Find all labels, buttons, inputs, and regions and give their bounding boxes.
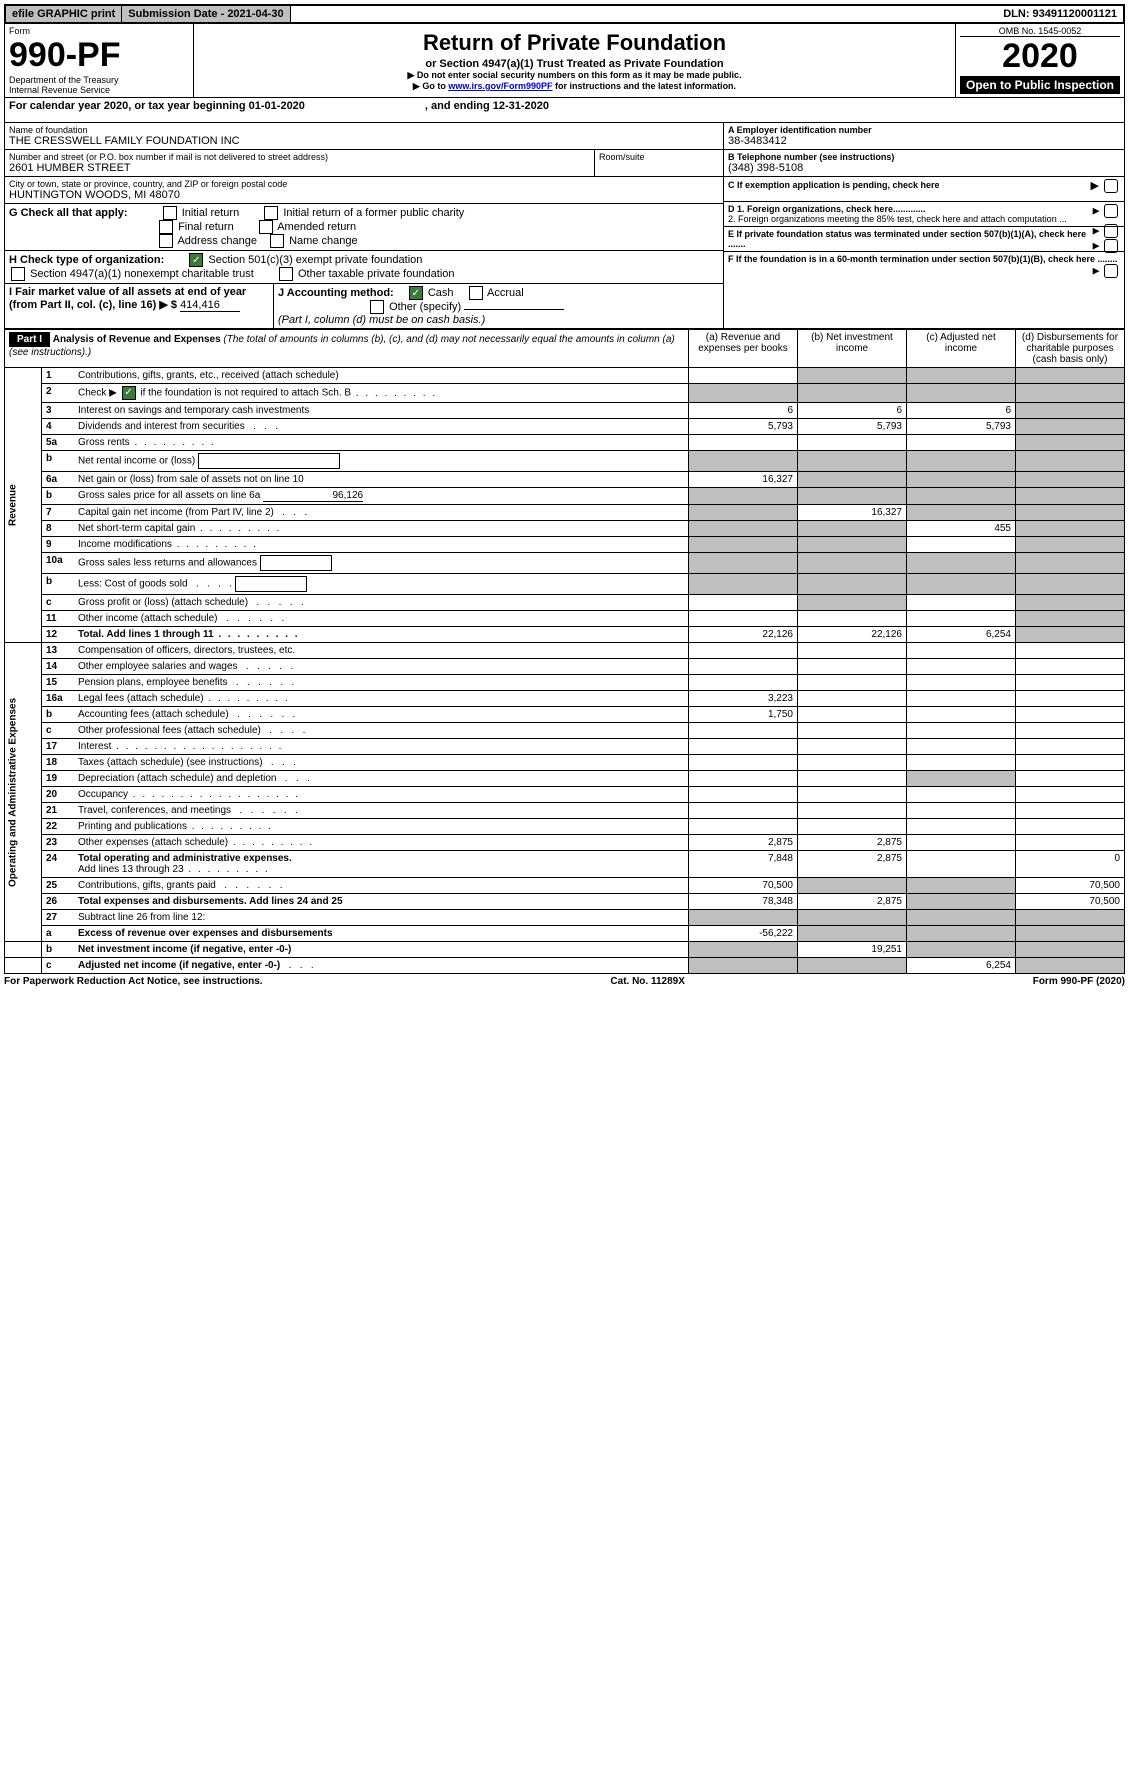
form-subtitle: or Section 4947(a)(1) Trust Treated as P…: [198, 58, 951, 70]
footer-right: Form 990-PF (2020): [1033, 976, 1125, 987]
footer-left: For Paperwork Reduction Act Notice, see …: [4, 976, 263, 987]
a-label: A Employer identification number: [728, 125, 1120, 135]
revenue-section: Revenue: [5, 368, 42, 643]
irs-link[interactable]: www.irs.gov/Form990PF: [448, 81, 552, 91]
name-label: Name of foundation: [9, 125, 719, 135]
calendar-year: For calendar year 2020, or tax year begi…: [4, 98, 1125, 123]
j-label: J Accounting method:: [278, 287, 394, 299]
omb: OMB No. 1545-0052: [960, 26, 1120, 37]
cb-foreign2[interactable]: [1104, 224, 1118, 238]
e-label: E If private foundation status was termi…: [728, 229, 1086, 249]
irs: Internal Revenue Service: [9, 85, 189, 95]
h-label: H Check type of organization:: [9, 254, 164, 266]
cb-amended[interactable]: [259, 220, 273, 234]
footer-mid: Cat. No. 11289X: [610, 976, 684, 987]
c-label: C If exemption application is pending, c…: [728, 180, 940, 190]
expense-section: Operating and Administrative Expenses: [5, 643, 42, 942]
tax-year: 2020: [960, 37, 1120, 76]
cb-initial-former[interactable]: [264, 206, 278, 220]
col-b-header: (b) Net investment income: [798, 330, 907, 368]
part1-label: Part I: [9, 332, 50, 347]
efile-button[interactable]: efile GRAPHIC print: [6, 6, 122, 22]
ein: 38-3483412: [728, 135, 1120, 147]
cb-60month[interactable]: [1104, 264, 1118, 278]
cb-501c3[interactable]: [189, 253, 203, 267]
cb-exemption[interactable]: [1104, 179, 1118, 193]
cb-terminated[interactable]: [1104, 239, 1118, 253]
dept: Department of the Treasury: [9, 75, 189, 85]
cb-foreign1[interactable]: [1104, 204, 1118, 218]
b-label: B Telephone number (see instructions): [728, 152, 1120, 162]
city-label: City or town, state or province, country…: [9, 179, 719, 189]
note-link: ▶ Go to www.irs.gov/Form990PF for instru…: [198, 81, 951, 92]
cb-address[interactable]: [159, 234, 173, 248]
street-address: 2601 HUMBER STREET: [9, 162, 590, 174]
room-label: Room/suite: [599, 152, 719, 162]
submission-date: Submission Date - 2021-04-30: [122, 6, 290, 22]
f-label: F If the foundation is in a 60-month ter…: [728, 254, 1118, 264]
addr-label: Number and street (or P.O. box number if…: [9, 152, 590, 162]
top-bar: efile GRAPHIC print Submission Date - 20…: [4, 4, 1125, 24]
cb-initial[interactable]: [163, 206, 177, 220]
col-c-header: (c) Adjusted net income: [907, 330, 1016, 368]
form-word: Form: [9, 26, 189, 36]
cb-schb[interactable]: [122, 386, 136, 400]
cb-other-tax[interactable]: [279, 267, 293, 281]
col-d-header: (d) Disbursements for charitable purpose…: [1016, 330, 1125, 368]
g-label: G Check all that apply:: [9, 207, 128, 219]
form-header: Form 990-PF Department of the Treasury I…: [4, 24, 1125, 98]
cb-other-acct[interactable]: [370, 300, 384, 314]
j-note: (Part I, column (d) must be on cash basi…: [278, 314, 485, 326]
foundation-name: THE CRESSWELL FAMILY FOUNDATION INC: [9, 135, 719, 147]
dln: DLN: 93491120001121: [997, 6, 1123, 22]
page-footer: For Paperwork Reduction Act Notice, see …: [4, 974, 1125, 989]
col-a-header: (a) Revenue and expenses per books: [689, 330, 798, 368]
entity-info: Name of foundation THE CRESSWELL FAMILY …: [4, 123, 1125, 329]
city-state-zip: HUNTINGTON WOODS, MI 48070: [9, 189, 719, 201]
part1-table: Part I Analysis of Revenue and Expenses …: [4, 329, 1125, 974]
note-ssn: ▶ Do not enter social security numbers o…: [198, 70, 951, 81]
form-title: Return of Private Foundation: [198, 30, 951, 56]
cb-4947[interactable]: [11, 267, 25, 281]
cb-name[interactable]: [270, 234, 284, 248]
part1-title: Analysis of Revenue and Expenses: [53, 334, 221, 345]
cb-final[interactable]: [159, 220, 173, 234]
d1-label: D 1. Foreign organizations, check here..…: [728, 204, 926, 214]
fmv-value: 414,416: [180, 299, 240, 312]
phone: (348) 398-5108: [728, 162, 1120, 174]
d2-label: 2. Foreign organizations meeting the 85%…: [728, 214, 1067, 224]
cb-cash[interactable]: [409, 286, 423, 300]
form-number: 990-PF: [9, 36, 189, 75]
cb-accrual[interactable]: [469, 286, 483, 300]
open-public: Open to Public Inspection: [960, 76, 1120, 94]
